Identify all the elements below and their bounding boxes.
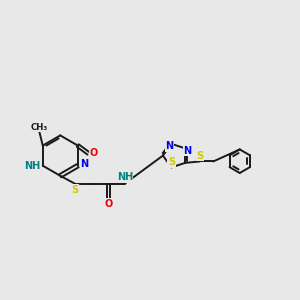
Text: N: N	[183, 146, 191, 156]
Text: O: O	[104, 199, 112, 209]
Text: N: N	[165, 141, 173, 151]
Text: NH: NH	[24, 161, 40, 171]
Text: CH₃: CH₃	[31, 122, 48, 131]
Text: O: O	[89, 148, 98, 158]
Text: N: N	[81, 159, 89, 169]
Text: NH: NH	[117, 172, 133, 182]
Text: S: S	[196, 151, 203, 161]
Text: S: S	[71, 185, 78, 195]
Text: S: S	[168, 157, 175, 167]
